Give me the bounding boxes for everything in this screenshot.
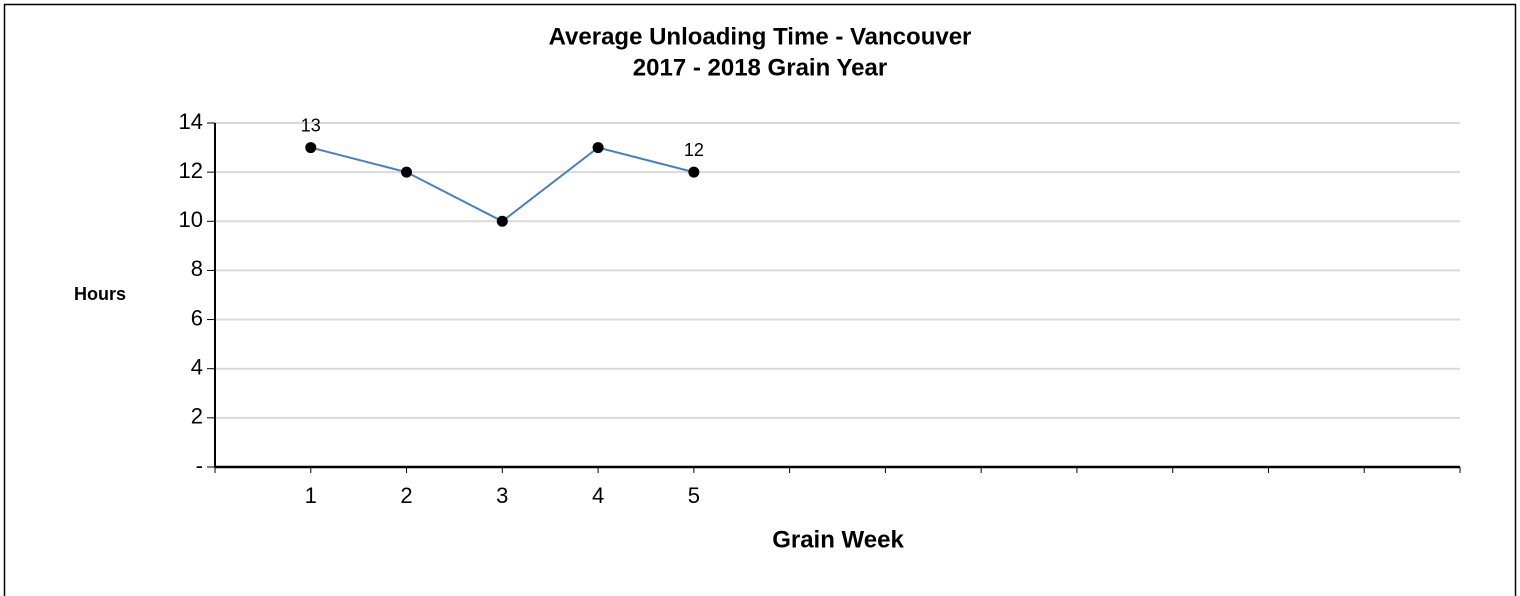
y-tick-label: 12 xyxy=(179,158,203,183)
x-tick-label: 3 xyxy=(496,483,508,508)
y-tick-label: 10 xyxy=(179,207,203,232)
x-tick-label: 1 xyxy=(305,483,317,508)
y-axis-label: Hours xyxy=(74,284,126,304)
y-tick-label: - xyxy=(196,453,203,478)
x-tick-label: 4 xyxy=(592,483,604,508)
y-tick-label: 2 xyxy=(191,404,203,429)
line xyxy=(310,146,695,223)
y-tick-label: 14 xyxy=(179,109,203,134)
data-label: 12 xyxy=(684,140,704,160)
point xyxy=(688,166,700,178)
point xyxy=(401,166,413,178)
data-label: 13 xyxy=(301,115,321,135)
y-tick-label: 4 xyxy=(191,355,203,380)
point xyxy=(305,142,317,154)
point xyxy=(496,215,508,227)
point xyxy=(592,142,604,154)
x-tick-label: 5 xyxy=(688,483,700,508)
chart-subtitle: 2017 - 2018 Grain Year xyxy=(633,54,887,81)
x-tick-label: 2 xyxy=(400,483,412,508)
chart-title: Average Unloading Time - Vancouver xyxy=(549,23,972,50)
x-axis-label: Grain Week xyxy=(772,526,904,553)
y-tick-label: 8 xyxy=(191,256,203,281)
y-tick-label: 6 xyxy=(191,305,203,330)
frame xyxy=(3,3,1517,596)
